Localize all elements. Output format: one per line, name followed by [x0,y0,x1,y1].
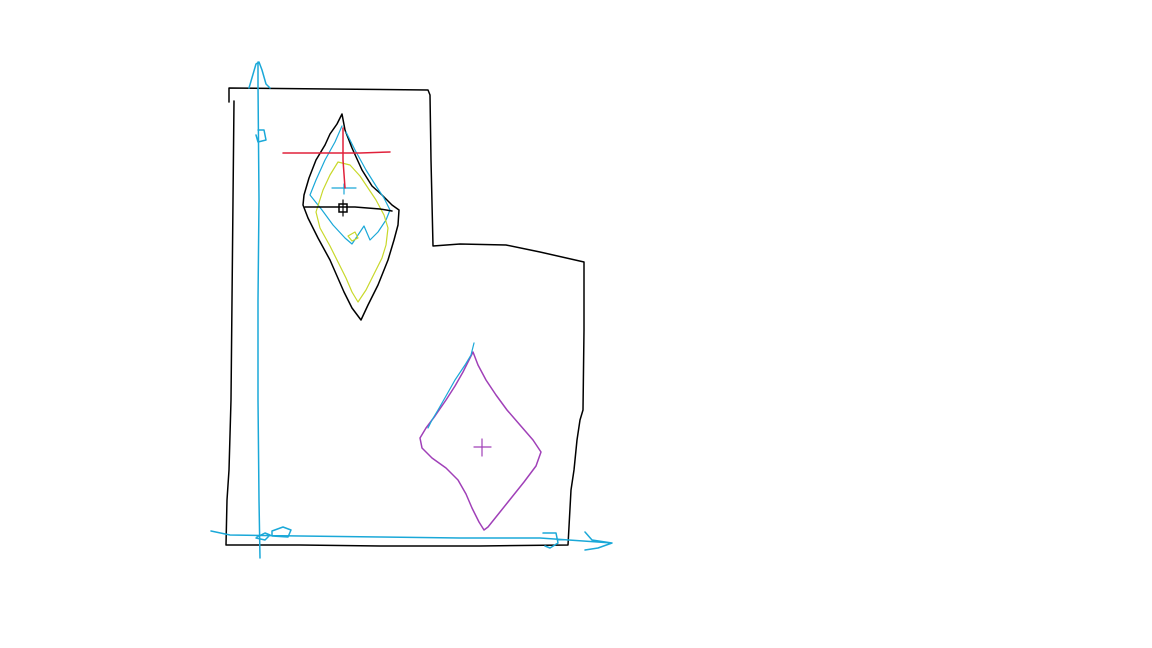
upper-diamond [302,113,400,321]
crosshair-marker [282,127,391,189]
page-outline [225,87,585,547]
lower-diamond-edge-highlight [427,342,475,429]
upper-diamond-inner-sketch [315,161,389,303]
pivot-line [304,206,393,212]
x-axis-arrow [210,526,613,551]
y-axis-arrow [248,61,271,559]
upper-diamond-cyan-sketch [309,125,391,245]
lower-diamond-cross [473,438,492,457]
lower-diamond [419,351,542,531]
